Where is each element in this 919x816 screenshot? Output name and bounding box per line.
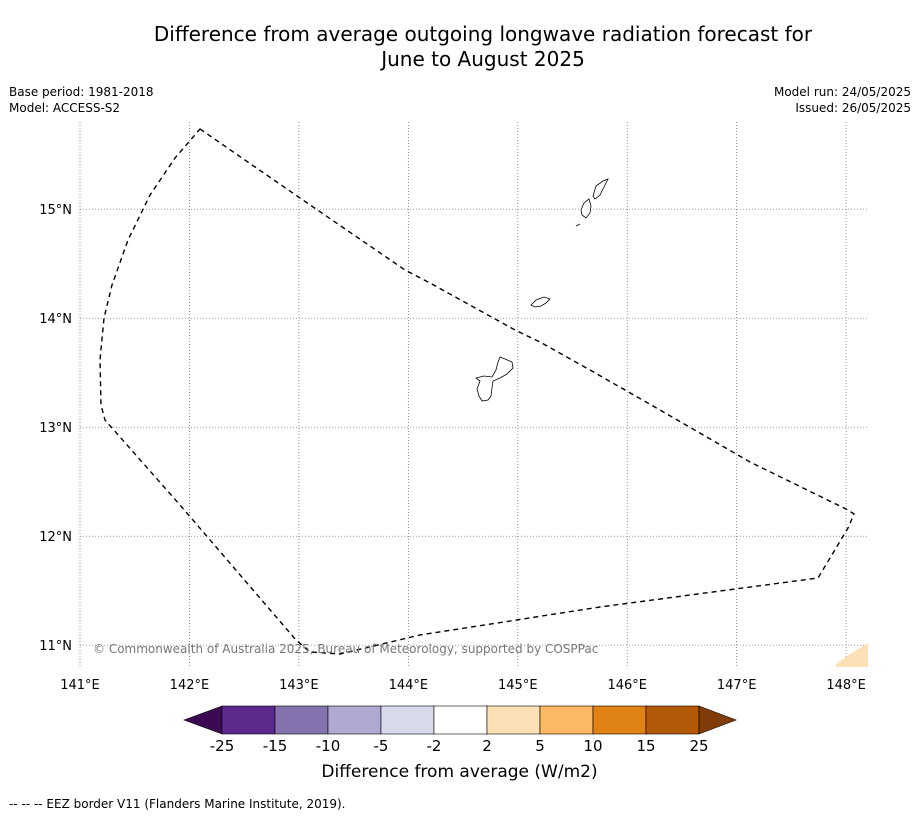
longitude-label: 144°E <box>389 678 429 693</box>
colorbar-swatch <box>486 705 541 735</box>
model-run: Model run: 24/05/2025 <box>773 85 911 99</box>
colorbar-tick-label: -2 <box>427 737 442 755</box>
colorbar-tick-label: 15 <box>636 737 655 755</box>
longitude-label: 148°E <box>826 678 866 693</box>
longitude-label: 143°E <box>279 678 319 693</box>
island-rota <box>530 296 551 308</box>
meta-right: Model run: 24/05/2025 Issued: 26/05/2025 <box>774 84 911 116</box>
longitude-label: 142°E <box>170 678 210 693</box>
islands <box>475 178 609 402</box>
title-line-2: June to August 2025 <box>381 47 585 71</box>
latitude-label: 13°N <box>39 421 72 436</box>
longitude-label: 146°E <box>607 678 647 693</box>
base-period: Base period: 1981-2018 <box>9 85 154 99</box>
longitude-label: 141°E <box>60 678 100 693</box>
colorbar-tick-label: 25 <box>689 737 708 755</box>
island-saipan <box>592 178 609 200</box>
meta-left: Base period: 1981-2018 Model: ACCESS-S2 <box>9 84 154 116</box>
colorbar-title: Difference from average (W/m2) <box>321 762 598 782</box>
colorbar-tick-label: -15 <box>263 737 288 755</box>
model-name: Model: ACCESS-S2 <box>9 101 121 115</box>
copyright-text: © Commonwealth of Australia 2025, Bureau… <box>93 642 598 656</box>
map-frame <box>80 122 868 667</box>
latitude-label: 14°N <box>39 312 72 327</box>
colorbar-tick-label: -5 <box>374 737 389 755</box>
colorbar-extend-high <box>698 705 737 735</box>
issued-date: Issued: 26/05/2025 <box>795 101 911 115</box>
colorbar-tick-label: -10 <box>316 737 341 755</box>
colorbar-tick-label: 10 <box>583 737 602 755</box>
colorbar-swatch <box>274 705 329 735</box>
longitude-label: 145°E <box>498 678 538 693</box>
title-line-1: Difference from average outgoing longwav… <box>153 22 813 46</box>
colorbar-swatch <box>539 705 594 735</box>
eez-border <box>99 128 855 655</box>
colorbar-ticks: -25 -15 -10 -5 -2 2 5 10 15 25 <box>210 737 709 755</box>
latitude-label: 12°N <box>39 530 72 545</box>
latitude-label: 11°N <box>39 639 72 654</box>
colorbar-tick-label: 5 <box>535 737 545 755</box>
island-tinian <box>580 198 592 219</box>
colorbar-swatch <box>327 705 382 735</box>
colorbar-swatch <box>380 705 435 735</box>
map-title: Difference from average outgoing longwav… <box>80 22 886 72</box>
colorbar-swatch <box>592 705 647 735</box>
colorbar-tick-label: -25 <box>210 737 235 755</box>
longitude-labels: 141°E 142°E 143°E 144°E 145°E 146°E 147°E 148°E <box>60 678 866 693</box>
latitude-labels: 15°N 14°N 13°N 12°N 11°N <box>39 203 72 654</box>
anomaly-patch <box>836 643 868 667</box>
colorbar <box>183 705 737 735</box>
longitude-label: 147°E <box>717 678 757 693</box>
eez-footnote: -- -- -- EEZ border V11 (Flanders Marine… <box>9 797 346 811</box>
island-aguijan <box>575 223 581 227</box>
colorbar-swatch <box>221 705 276 735</box>
colorbar-extend-low <box>183 705 223 735</box>
colorbar-swatch <box>433 705 488 735</box>
colorbar-tick-label: 2 <box>482 737 492 755</box>
island-guam <box>475 356 514 402</box>
gridlines <box>79 122 868 667</box>
latitude-label: 15°N <box>39 203 72 218</box>
colorbar-swatch <box>645 705 700 735</box>
